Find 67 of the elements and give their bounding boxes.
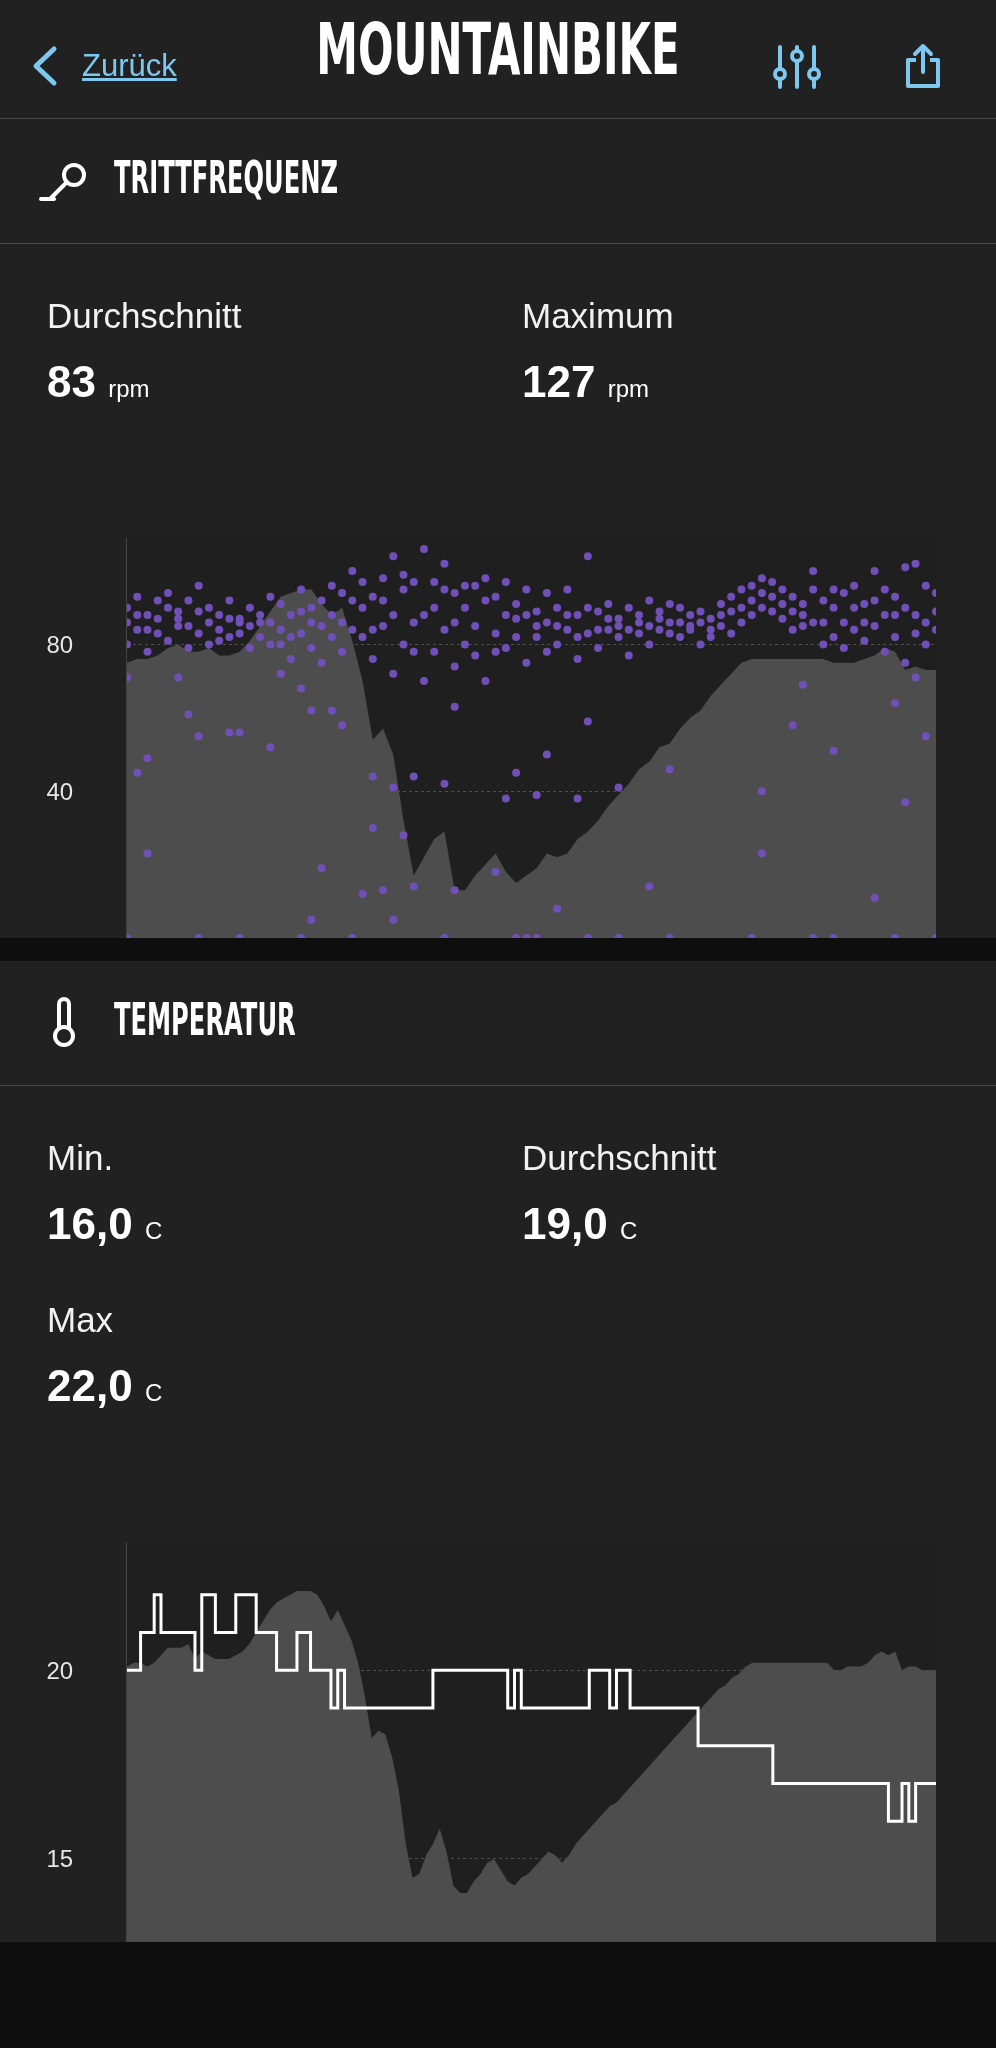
point	[307, 706, 316, 715]
point	[338, 721, 347, 730]
text: Max	[47, 1300, 114, 1340]
point	[573, 794, 582, 803]
text: 19,0 C	[522, 1198, 638, 1250]
point	[921, 732, 930, 741]
y-tick-label: 80	[46, 630, 74, 658]
point	[512, 768, 521, 777]
point	[583, 717, 592, 726]
point	[798, 680, 807, 689]
point	[368, 772, 377, 781]
point	[317, 864, 326, 873]
text: Maximum	[522, 296, 674, 336]
point	[358, 889, 367, 898]
point	[757, 787, 766, 796]
text: Durchschnitt	[522, 1138, 717, 1178]
point	[614, 783, 623, 792]
point	[901, 798, 910, 807]
y-tick-label: 20	[46, 1656, 74, 1684]
point	[368, 823, 377, 832]
point	[225, 728, 234, 737]
point	[501, 794, 510, 803]
point	[553, 904, 562, 913]
point	[307, 915, 316, 924]
point	[389, 783, 398, 792]
point	[491, 867, 500, 876]
point	[194, 732, 203, 741]
text: Durchschnitt	[47, 296, 242, 336]
point	[532, 790, 541, 799]
point	[450, 702, 459, 711]
point	[379, 886, 388, 895]
point	[665, 765, 674, 774]
text: 127 rpm	[522, 356, 649, 408]
point	[450, 886, 459, 895]
text: Zurück	[82, 47, 177, 85]
point	[788, 721, 797, 730]
text: MOUNTAINBIKE	[316, 8, 680, 91]
point	[184, 710, 193, 719]
point	[870, 893, 879, 902]
point	[133, 768, 142, 777]
text: 16,0 C	[47, 1198, 163, 1250]
point	[143, 754, 152, 763]
point	[327, 706, 336, 715]
text: 22,0 C	[47, 1360, 163, 1412]
point	[891, 699, 900, 708]
point	[542, 750, 551, 759]
y-tick-label: 40	[46, 777, 74, 805]
point	[440, 779, 449, 788]
point	[911, 673, 920, 682]
text: 83 rpm	[47, 356, 150, 408]
point	[389, 915, 398, 924]
point	[266, 743, 275, 752]
point	[645, 882, 654, 891]
point	[829, 746, 838, 755]
point	[276, 669, 285, 678]
chart-title: TEMPERATUR	[114, 994, 296, 1045]
point	[235, 728, 244, 737]
point	[174, 673, 183, 682]
point	[757, 849, 766, 858]
text: Min.	[47, 1138, 114, 1178]
chart-title: TRITTFREQUENZ	[114, 152, 338, 203]
point	[297, 684, 306, 693]
y-tick-label: 15	[46, 1845, 74, 1873]
point	[399, 831, 408, 840]
point	[409, 882, 418, 891]
point	[143, 849, 152, 858]
point	[409, 772, 418, 781]
